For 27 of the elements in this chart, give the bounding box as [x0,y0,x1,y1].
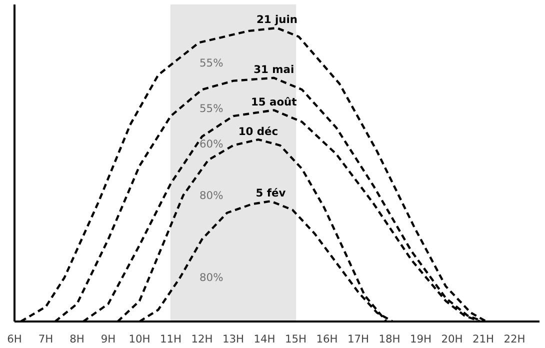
annotation: 55% [200,56,224,70]
x-tick-label: 9H [100,332,116,346]
x-tick-label: 20H [441,332,463,346]
x-tick-label: 13H [222,332,244,346]
x-tick-label: 21H [472,332,494,346]
series-label: 15 août [251,95,297,108]
x-tick-label: 18H [378,332,400,346]
x-tick-label: 6H [7,332,22,346]
annotation: 80% [200,270,224,284]
x-tick-label: 15H [284,332,307,346]
annotation: 60% [200,137,224,150]
x-tick-label: 12H [191,332,213,346]
x-tick-label: 17H [347,332,370,346]
series-label: 10 déc [238,124,278,138]
x-tick-label: 11H [160,332,182,346]
x-tick-label: 19H [410,332,432,346]
x-tick-label: 7H [38,332,54,346]
series-label: 5 fév [256,186,286,200]
series-label: 21 juin [256,13,298,26]
x-tick-label: 22H [504,332,526,346]
x-tick-label: 8H [70,332,84,346]
series-label: 31 mai [254,63,294,76]
x-tick-label: 14H [254,332,276,346]
annotation: 55% [200,102,224,116]
x-tick-label: 16H [316,332,338,346]
annotation: 80% [200,188,224,202]
x-tick-label: 10H [128,332,150,346]
